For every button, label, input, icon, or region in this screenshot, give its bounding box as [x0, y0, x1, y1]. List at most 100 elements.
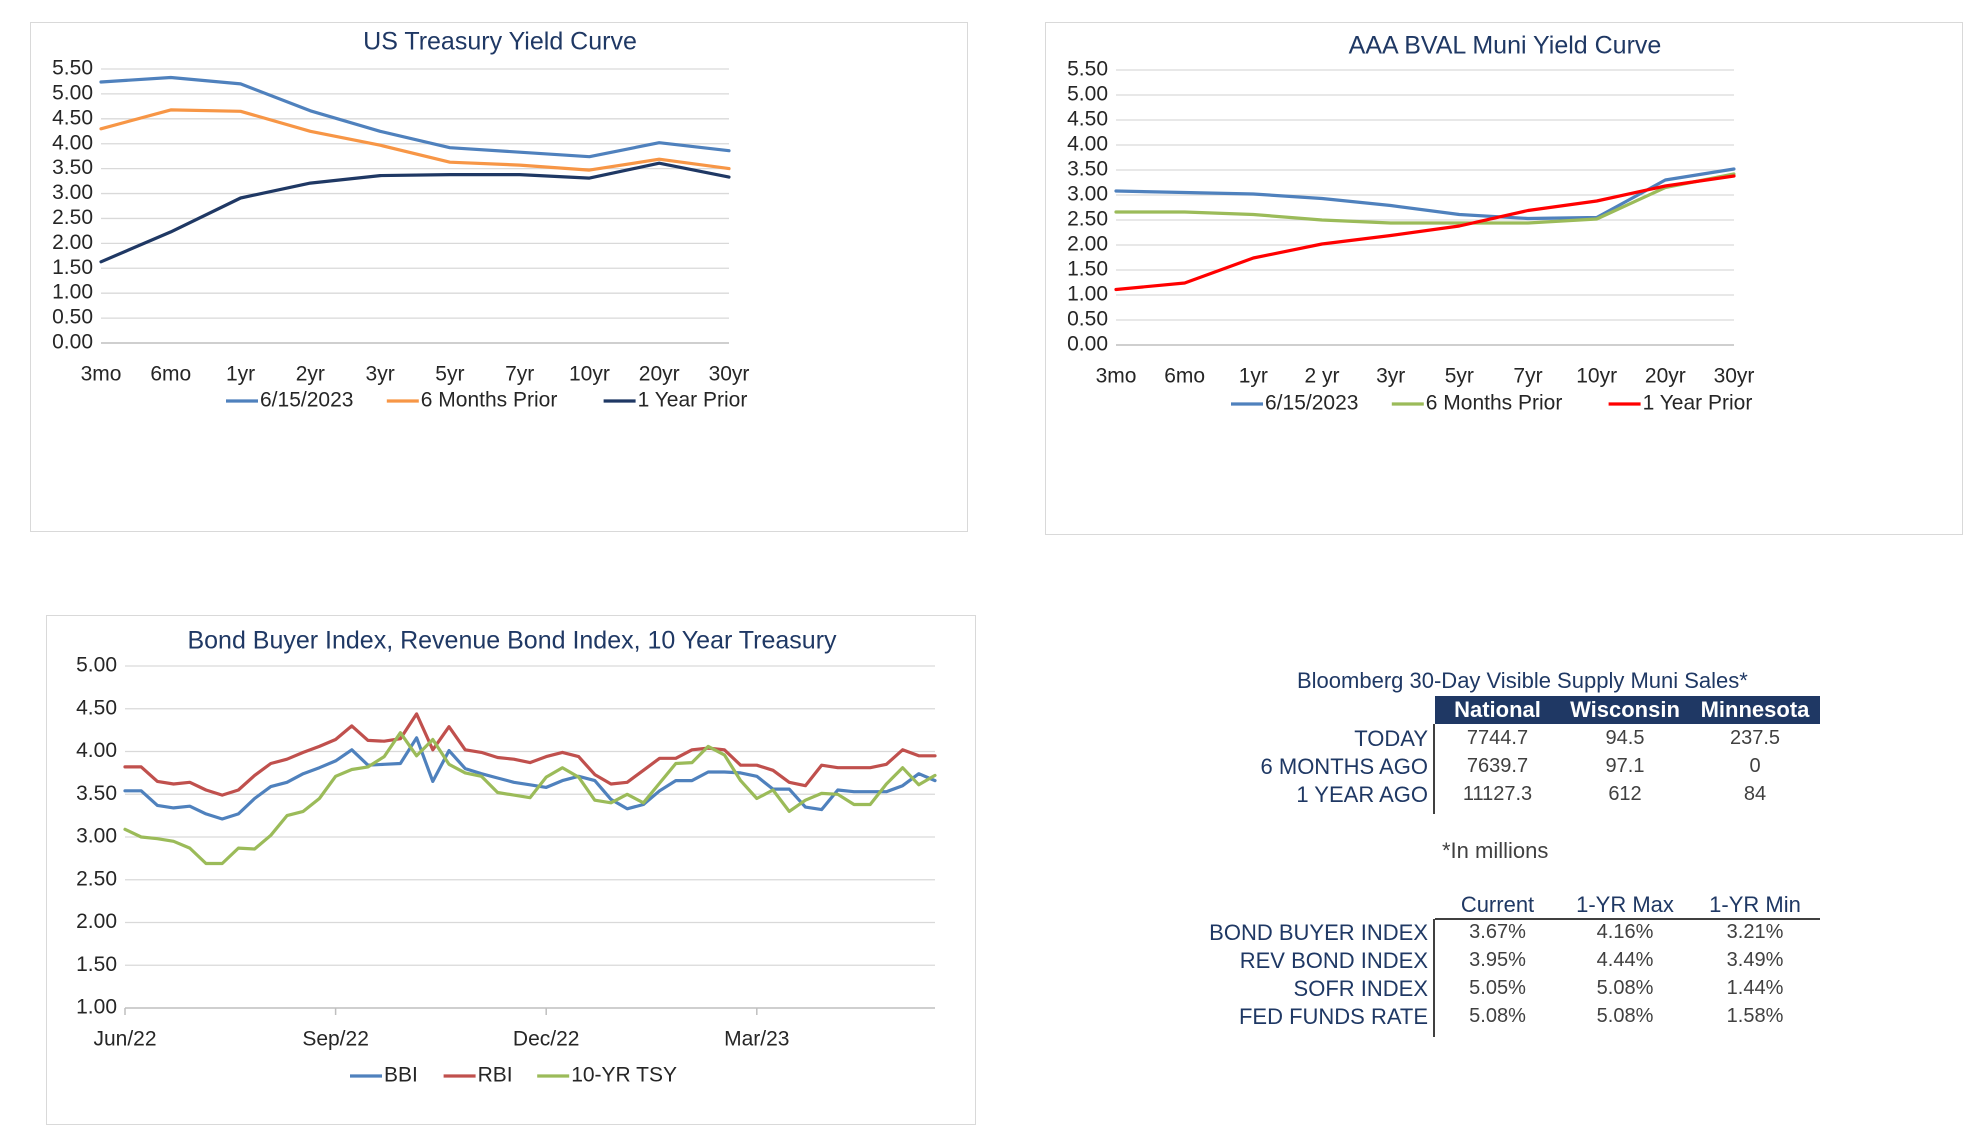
supply-note: *In millions [1442, 838, 1549, 863]
index-cell: 5.08% [1596, 977, 1654, 999]
y-tick-label: 3.00 [52, 181, 93, 204]
muni-chart-panel: AAA BVAL Muni Yield Curve 0.00 0.50 1.00 1.5… [1045, 22, 1963, 535]
supply-cell: 0 [1749, 755, 1761, 777]
x-tick-label: 5yr [435, 363, 464, 386]
index-cell: 1.58% [1726, 1005, 1784, 1027]
y-tick-label: 4.50 [76, 696, 117, 719]
y-tick-label: 3.50 [76, 782, 117, 805]
x-tick-label: 6mo [150, 363, 191, 386]
y-tick-label: 5.00 [1067, 83, 1108, 106]
y-tick-label: 1.00 [1067, 283, 1108, 306]
y-tick-label: 2.50 [52, 206, 93, 229]
supply-col-national: National [1435, 696, 1560, 724]
index-cell: 4.16% [1596, 921, 1654, 943]
x-tick-label: Mar/23 [724, 1028, 789, 1051]
supply-cell: 237.5 [1729, 727, 1781, 749]
supply-cell: 11127.3 [1462, 783, 1533, 805]
series-line-1-year-prior [99, 161, 731, 264]
series-line-1-year-prior [1114, 174, 1736, 292]
y-tick-label: 1.50 [76, 953, 117, 976]
supply-row-label: TODAY [1354, 726, 1428, 751]
y-tick-label: 5.00 [76, 654, 117, 677]
x-tick-label: 20yr [1645, 365, 1686, 388]
supply-table: Bloomberg 30-Day Visible Supply Muni Sal… [1180, 660, 1880, 820]
chart-title: AAA BVAL Muni Yield Curve [1349, 32, 1662, 60]
y-tick-label: 1.00 [76, 996, 117, 1019]
y-tick-label: 4.00 [1067, 133, 1108, 156]
index-col-current: Current [1460, 892, 1535, 917]
legend-label: 6 Months Prior [421, 389, 558, 412]
y-tick-label: 5.50 [1067, 58, 1108, 81]
y-tick-label: 2.50 [76, 867, 117, 890]
bbi-chart: Bond Buyer Index, Revenue Bond Index, 10… [76, 627, 937, 1087]
y-tick-label: 1.00 [52, 281, 93, 304]
series-line-10-yr-tsy [123, 731, 937, 866]
y-tick-label: 2.00 [76, 910, 117, 933]
supply-col-wisconsin: Wisconsin [1560, 696, 1690, 724]
y-tick-label: 3.50 [1067, 158, 1108, 181]
y-tick-label: 1.50 [1067, 258, 1108, 281]
legend-label: BBI [384, 1064, 418, 1087]
y-tick-label: 3.00 [76, 825, 117, 848]
x-tick-label: 6mo [1164, 365, 1205, 388]
index-cell: 1.44% [1726, 977, 1784, 999]
x-tick-label: 3yr [366, 363, 395, 386]
chart-title: Bond Buyer Index, Revenue Bond Index, 10… [187, 627, 837, 655]
index-table-divider [1433, 919, 1435, 1037]
index-cell: 5.08% [1469, 1005, 1526, 1027]
supply-row-label: 6 MONTHS AGO [1260, 754, 1428, 779]
y-tick-label: 3.50 [52, 156, 93, 179]
supply-cell: 7639.7 [1466, 755, 1529, 777]
index-row-label: SOFR INDEX [1293, 976, 1428, 1001]
index-row-label: BOND BUYER INDEX [1209, 920, 1428, 945]
x-tick-label: 5yr [1445, 365, 1474, 388]
y-tick-label: 2.50 [1067, 208, 1108, 231]
legend-label: 10-YR TSY [571, 1064, 677, 1087]
x-tick-label: 1yr [1239, 365, 1268, 388]
y-tick-label: 0.50 [52, 306, 93, 329]
supply-cell: 94.5 [1605, 727, 1645, 749]
index-header-rule [1435, 918, 1820, 920]
supply-cell: 97.1 [1605, 755, 1645, 777]
index-col-min: 1-YR Min [1709, 892, 1801, 917]
index-cell: 3.95% [1469, 949, 1526, 971]
index-col-max: 1-YR Max [1576, 892, 1674, 917]
treasury-chart: US Treasury Yield Curve 0.000.501.001.50 2… [52, 28, 749, 412]
legend-label: 6/15/2023 [260, 389, 353, 412]
y-tick-label: 3.00 [1067, 183, 1108, 206]
legend-label: 6/15/2023 [1265, 392, 1358, 415]
muni-chart: AAA BVAL Muni Yield Curve 0.000.501.001.5… [1067, 32, 1754, 415]
supply-cell: 612 [1608, 783, 1642, 805]
x-tick-label: 2yr [296, 363, 325, 386]
x-tick-label: 7yr [505, 363, 534, 386]
y-tick-label: 0.00 [1067, 333, 1108, 356]
x-tick-label: 3mo [1096, 365, 1137, 388]
index-cell: 5.08% [1596, 1005, 1654, 1027]
supply-cell: 7744.7 [1466, 727, 1529, 749]
y-tick-label: 2.00 [1067, 233, 1108, 256]
supply-table-divider [1433, 724, 1435, 814]
legend-label: 1 Year Prior [638, 389, 748, 412]
supply-table-title: Bloomberg 30-Day Visible Supply Muni Sal… [1297, 668, 1748, 693]
series-line-6-15-2023 [1114, 167, 1736, 221]
x-tick-label: 10yr [569, 363, 610, 386]
bbi-chart-panel: Bond Buyer Index, Revenue Bond Index, 10… [46, 615, 976, 1125]
index-row-label: FED FUNDS RATE [1238, 1004, 1428, 1029]
index-cell: 3.21% [1726, 921, 1784, 943]
y-tick-label: 4.50 [1067, 108, 1108, 131]
legend-label: 6 Months Prior [1426, 392, 1563, 415]
supply-col-minnesota: Minnesota [1690, 696, 1820, 724]
series-line-6-months-prior [1114, 172, 1736, 225]
y-tick-label: 1.50 [52, 256, 93, 279]
x-tick-label: 3yr [1376, 365, 1405, 388]
series-line-6-months-prior [99, 108, 731, 172]
x-tick-label: 7yr [1513, 365, 1542, 388]
chart-title: US Treasury Yield Curve [363, 28, 637, 56]
index-row-label: REV BOND INDEX [1239, 948, 1428, 973]
y-tick-label: 0.00 [52, 331, 93, 354]
legend-label: RBI [478, 1064, 513, 1087]
legend-label: 1 Year Prior [1643, 392, 1753, 415]
y-tick-label: 0.50 [1067, 308, 1108, 331]
index-cell: 4.44% [1596, 949, 1654, 971]
index-cell: 5.05% [1469, 977, 1526, 999]
